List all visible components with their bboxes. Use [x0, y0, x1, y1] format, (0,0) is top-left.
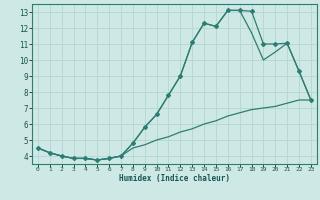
X-axis label: Humidex (Indice chaleur): Humidex (Indice chaleur)	[119, 174, 230, 183]
